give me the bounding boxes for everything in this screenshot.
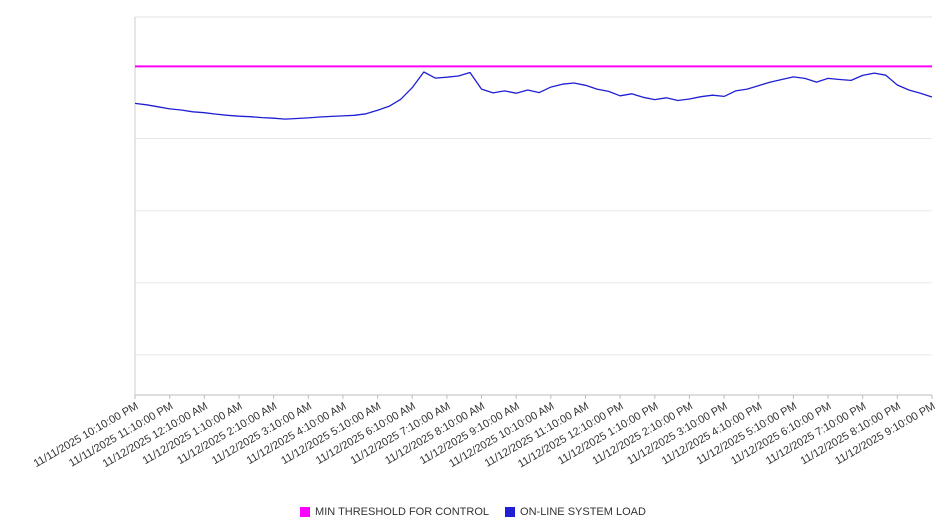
legend-item-system-load[interactable]: ON-LINE SYSTEM LOAD [505,506,646,518]
min-threshold-swatch [300,507,311,517]
system-load-line [134,71,933,120]
min-threshold-legend-label: MIN THRESHOLD FOR CONTROL [315,506,490,518]
chart-legend: MIN THRESHOLD FOR CONTROL ON-LINE SYSTEM… [0,506,946,518]
legend-item-min-threshold[interactable]: MIN THRESHOLD FOR CONTROL [300,506,489,518]
system-load-legend-label: ON-LINE SYSTEM LOAD [520,506,646,518]
system-load-swatch [505,507,516,517]
